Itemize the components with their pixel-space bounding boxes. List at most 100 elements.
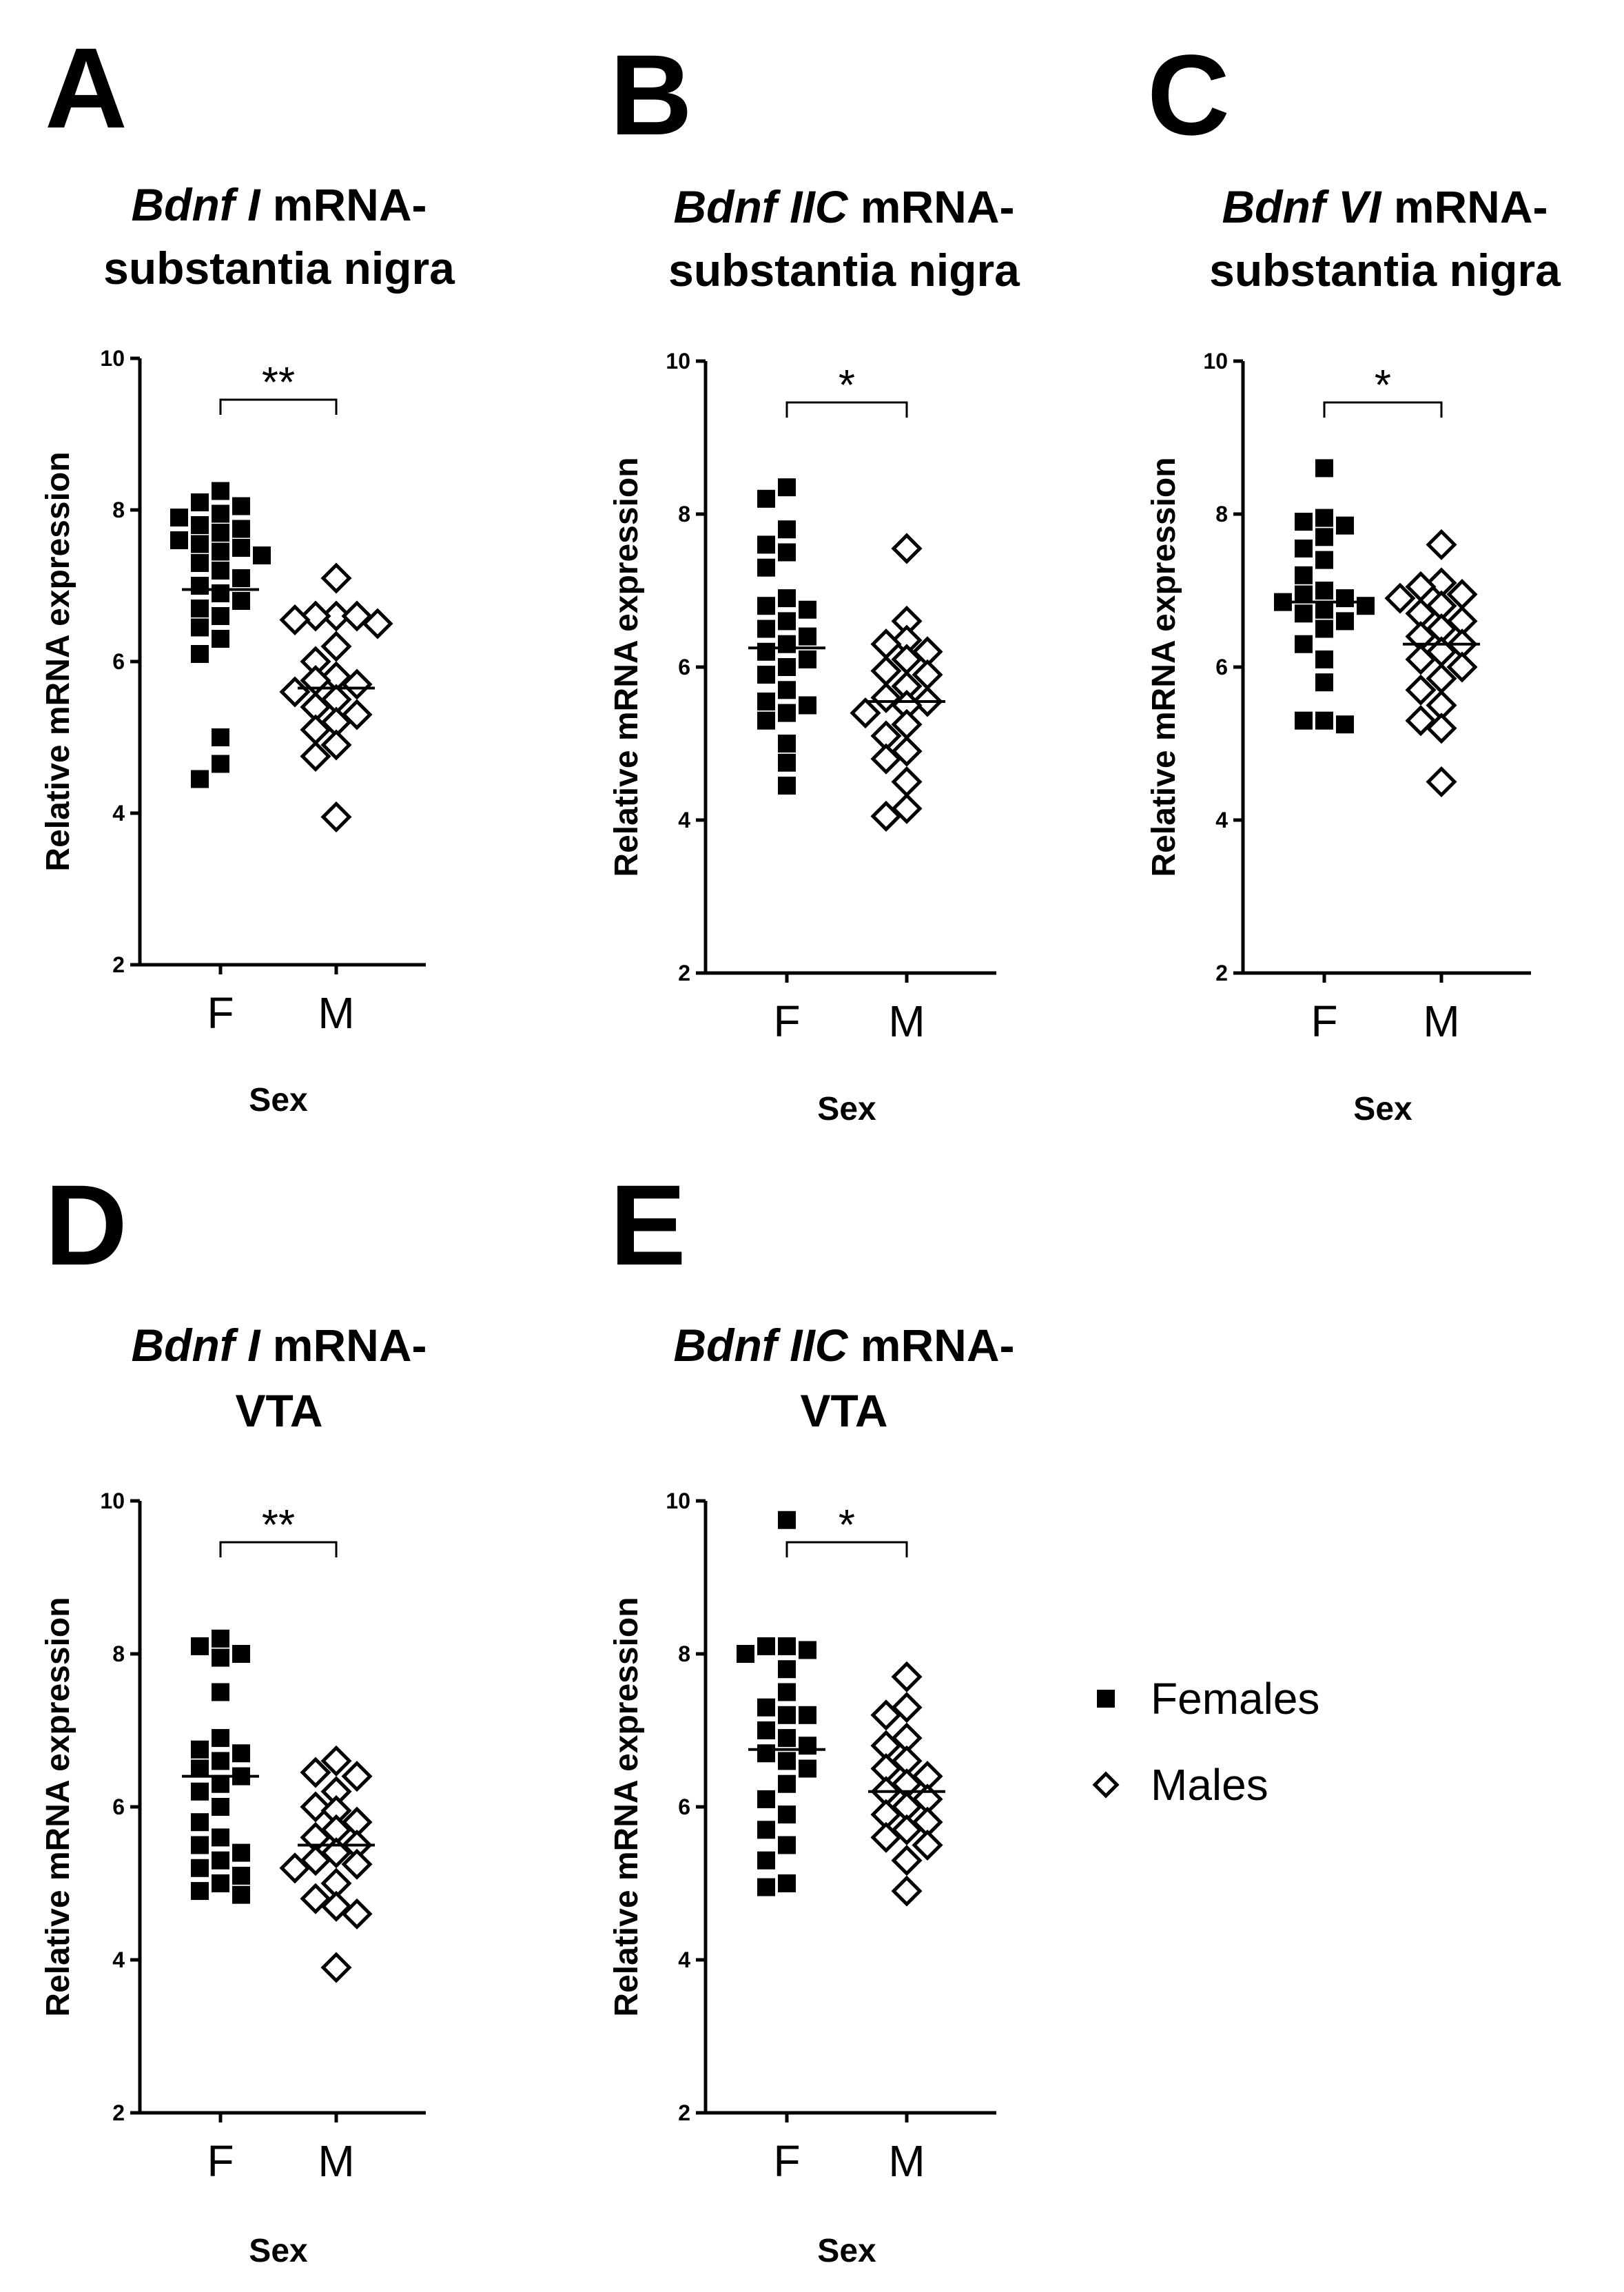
x-tick-label-f: F bbox=[207, 2136, 234, 2186]
female-point bbox=[1295, 566, 1313, 584]
title-suffix: mRNA- bbox=[260, 179, 426, 230]
y-tick-label: 2 bbox=[112, 952, 125, 977]
significance-label: * bbox=[1375, 362, 1391, 409]
male-point bbox=[912, 1829, 943, 1861]
male-point bbox=[341, 1761, 373, 1792]
chart-title-line1: Bdnf I mRNA- bbox=[132, 179, 427, 230]
female-point bbox=[778, 681, 796, 699]
female-point bbox=[191, 770, 209, 788]
x-tick-label-f: F bbox=[1310, 996, 1337, 1046]
female-point bbox=[778, 1511, 796, 1529]
female-point bbox=[232, 1843, 250, 1862]
male-point bbox=[279, 1852, 311, 1884]
x-tick-label-f: F bbox=[207, 988, 234, 1038]
y-tick-label: 6 bbox=[678, 1794, 690, 1819]
female-point bbox=[191, 1859, 209, 1877]
female-point bbox=[232, 569, 250, 587]
female-point bbox=[778, 1752, 796, 1770]
title-suffix: mRNA- bbox=[847, 1320, 1014, 1371]
significance-bracket bbox=[1323, 401, 1443, 418]
female-point bbox=[1336, 589, 1354, 608]
male-point bbox=[320, 801, 352, 833]
female-point bbox=[1295, 604, 1313, 623]
female-point bbox=[757, 666, 775, 684]
male-point bbox=[870, 1699, 902, 1731]
x-axis-label: Sex bbox=[1353, 1091, 1412, 1127]
title-suffix: mRNA- bbox=[260, 1320, 426, 1371]
chart-title-line2: substantia nigra bbox=[103, 243, 455, 294]
female-point bbox=[212, 728, 229, 746]
panel-b: B Bdnf IIC mRNA-substantia nigra 2 4 6 8 10 F M S… bbox=[608, 32, 1020, 1127]
female-point bbox=[799, 650, 816, 668]
legend-label-males: Males bbox=[1151, 1760, 1268, 1810]
female-point bbox=[191, 554, 209, 572]
female-point bbox=[232, 539, 250, 557]
female-point bbox=[191, 1836, 209, 1854]
female-point bbox=[170, 509, 188, 526]
y-axis-label: Relative mRNA expression bbox=[608, 1597, 645, 2016]
significance-label: ** bbox=[262, 359, 295, 407]
female-point bbox=[757, 1790, 775, 1808]
female-point bbox=[757, 597, 775, 615]
significance-label: * bbox=[839, 1502, 855, 1549]
male-point bbox=[1426, 529, 1457, 560]
title-gene: Bdnf I bbox=[132, 1320, 262, 1371]
male-point bbox=[320, 631, 352, 662]
female-point bbox=[191, 1759, 209, 1778]
female-point bbox=[1295, 513, 1313, 531]
female-point bbox=[1295, 585, 1313, 604]
female-point bbox=[757, 1698, 775, 1717]
chart-title-line1: Bdnf IIC mRNA- bbox=[674, 181, 1015, 232]
female-point bbox=[232, 520, 250, 538]
female-point bbox=[757, 489, 775, 508]
male-point bbox=[891, 1845, 923, 1876]
female-point bbox=[1315, 650, 1333, 668]
y-tick-label: 6 bbox=[678, 655, 690, 679]
female-point bbox=[1315, 551, 1333, 569]
y-tick-label: 10 bbox=[666, 1488, 690, 1513]
female-point bbox=[757, 1721, 775, 1739]
x-tick-label-f: F bbox=[773, 996, 800, 1046]
panel-c: C Bdnf VI mRNA-substantia nigra 2 4 6 8 10 F M Se… bbox=[1146, 32, 1561, 1127]
female-point bbox=[212, 630, 229, 648]
male-point bbox=[850, 697, 881, 729]
female-point bbox=[191, 493, 209, 511]
panel-e: E Bdnf IIC mRNA- VTA 2 4 6 8 10 F M Sex Relative mR… bbox=[608, 1162, 1014, 2269]
y-tick-label: 10 bbox=[100, 346, 125, 371]
female-point bbox=[757, 1878, 775, 1896]
female-point bbox=[778, 1683, 796, 1701]
chart-title-line2: VTA bbox=[800, 1385, 887, 1436]
significance-bracket bbox=[219, 1541, 338, 1557]
panel-letter: C bbox=[1147, 32, 1230, 159]
significance-label: ** bbox=[262, 1502, 295, 1549]
male-point bbox=[1446, 651, 1478, 683]
panel-letter: E bbox=[610, 1162, 686, 1289]
y-tick-label: 6 bbox=[112, 649, 125, 674]
male-point bbox=[320, 562, 352, 594]
female-point bbox=[1336, 612, 1354, 631]
male-point bbox=[341, 1848, 373, 1880]
female-point bbox=[1315, 528, 1333, 546]
female-point bbox=[212, 542, 229, 561]
y-tick-label: 8 bbox=[112, 498, 125, 522]
female-point bbox=[799, 1641, 816, 1659]
y-tick-label: 4 bbox=[678, 808, 690, 832]
female-point bbox=[757, 1637, 775, 1655]
male-point bbox=[279, 604, 311, 636]
female-point bbox=[212, 1798, 229, 1816]
title-suffix: mRNA- bbox=[847, 181, 1014, 232]
female-point bbox=[799, 696, 816, 715]
panel-letter: A bbox=[45, 25, 127, 152]
female-point bbox=[778, 1706, 796, 1724]
chart-title-line2: substantia nigra bbox=[1209, 245, 1561, 296]
female-point bbox=[191, 618, 209, 637]
male-point bbox=[320, 1745, 352, 1777]
female-point bbox=[212, 562, 229, 580]
female-point bbox=[212, 1752, 229, 1770]
y-axis-label: Relative mRNA expression bbox=[40, 451, 76, 871]
female-point bbox=[1315, 673, 1333, 692]
y-tick-label: 8 bbox=[678, 1641, 690, 1666]
female-point bbox=[757, 1851, 775, 1870]
female-point bbox=[778, 635, 796, 653]
male-point bbox=[891, 766, 923, 798]
